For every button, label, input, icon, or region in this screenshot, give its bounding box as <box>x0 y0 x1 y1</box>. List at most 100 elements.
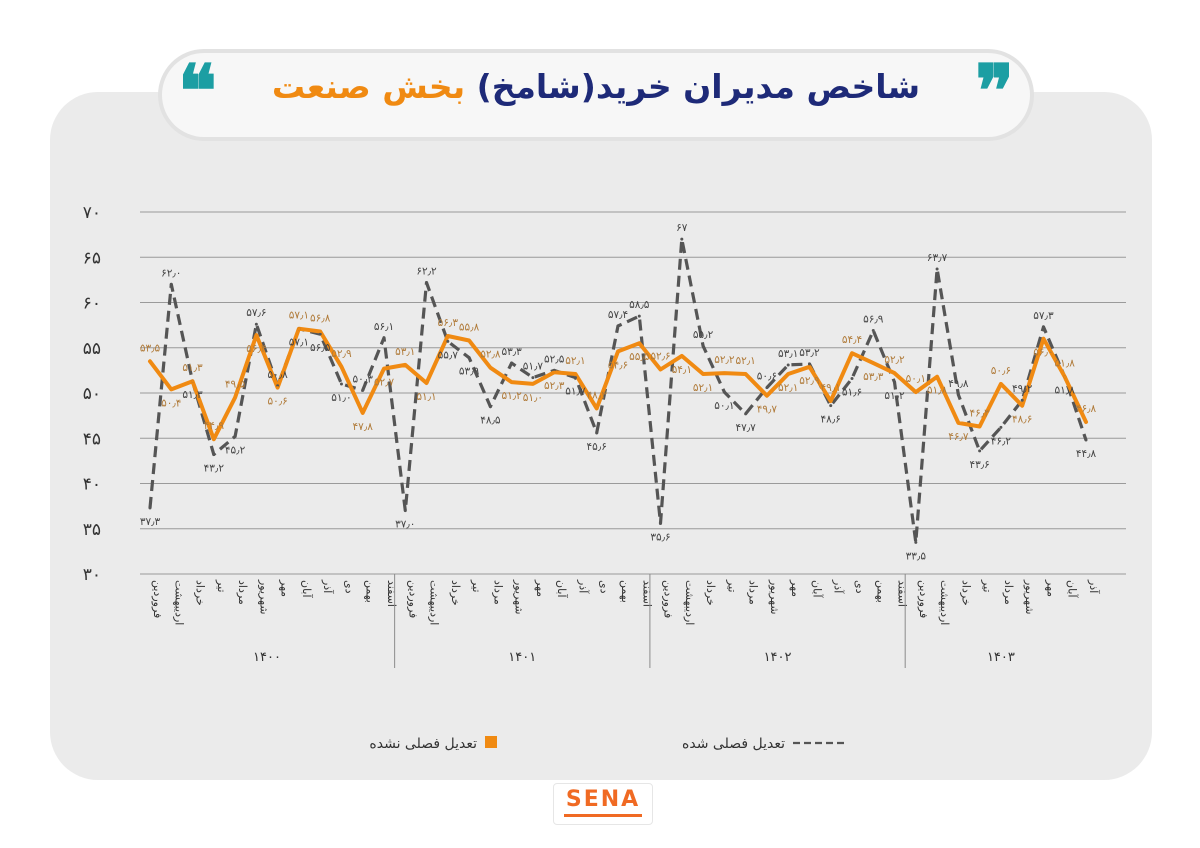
x-tick-label: تیر <box>215 579 228 592</box>
data-label-seasonally-adjusted: ۴۸٫۶ <box>821 414 841 426</box>
data-label-seasonally-adjusted: ۶۳٫۷ <box>927 252 948 264</box>
data-point-seasonally-adjusted <box>744 412 748 416</box>
data-point-seasonally-adjusted <box>212 453 216 457</box>
data-point-seasonally-adjusted <box>659 521 663 525</box>
data-label-seasonally-adjusted: ۵۷٫۳ <box>1033 310 1054 322</box>
data-point-seasonally-adjusted <box>701 344 705 348</box>
data-point-not-seasonally-adjusted <box>382 367 386 371</box>
x-tick-label: تیر <box>470 579 483 592</box>
x-tick-label: اردیبهشت <box>428 580 441 625</box>
data-point-seasonally-adjusted <box>382 336 386 340</box>
data-point-not-seasonally-adjusted <box>148 359 152 363</box>
data-point-not-seasonally-adjusted <box>467 339 471 343</box>
x-tick-label: اردیبهشت <box>172 580 185 625</box>
data-point-not-seasonally-adjusted <box>893 371 897 375</box>
data-label-seasonally-adjusted: ۵۱٫۶ <box>842 387 862 399</box>
x-tick-label: اسفند <box>640 580 653 607</box>
data-point-seasonally-adjusted <box>680 237 684 241</box>
x-tick-label: مرداد <box>236 580 249 605</box>
data-label-seasonally-adjusted: ۵۳٫۱ <box>778 348 798 360</box>
data-point-seasonally-adjusted <box>488 405 492 409</box>
data-point-seasonally-adjusted <box>425 281 429 285</box>
x-tick-label: فروردین <box>662 580 675 618</box>
data-label-not-seasonally-adjusted: ۵۱٫۰ <box>523 392 543 404</box>
data-point-not-seasonally-adjusted <box>297 327 301 331</box>
data-point-not-seasonally-adjusted <box>871 361 875 365</box>
data-label-not-seasonally-adjusted: ۴۴٫۹ <box>204 420 225 432</box>
data-point-not-seasonally-adjusted <box>446 334 450 338</box>
data-point-not-seasonally-adjusted <box>339 365 343 369</box>
data-label-seasonally-adjusted: ۵۱٫۸ <box>1055 385 1076 397</box>
data-point-not-seasonally-adjusted <box>318 329 322 333</box>
sena-logo: SENA <box>553 783 653 825</box>
legend-label-not-seasonally-adjusted: تعدیل فصلی نشده <box>369 736 477 752</box>
data-label-not-seasonally-adjusted: ۴۶٫۷ <box>948 431 969 443</box>
x-tick-label: دی <box>342 580 355 594</box>
data-point-seasonally-adjusted <box>637 314 641 318</box>
data-point-seasonally-adjusted <box>765 386 769 390</box>
x-tick-label: فروردین <box>151 580 164 618</box>
x-tick-label: مهر <box>1044 579 1057 597</box>
y-tick-label: ۳۵ <box>83 520 101 540</box>
x-tick-label: آبان <box>810 580 824 598</box>
data-label-seasonally-adjusted: ۳۷٫۳ <box>140 516 161 528</box>
data-label-seasonally-adjusted: ۴۵٫۲ <box>225 444 246 456</box>
data-label-not-seasonally-adjusted: ۵۱٫۲ <box>501 390 522 402</box>
data-point-seasonally-adjusted <box>829 404 833 408</box>
x-tick-label: آبان <box>1066 580 1080 598</box>
data-point-not-seasonally-adjusted <box>829 399 833 403</box>
x-tick-label: آذر <box>832 579 846 594</box>
data-label-seasonally-adjusted: ۴۵٫۶ <box>587 441 607 453</box>
data-point-not-seasonally-adjusted <box>1084 420 1088 424</box>
year-group-label: ۱۴۰۰ <box>253 650 281 665</box>
data-point-not-seasonally-adjusted <box>935 375 939 379</box>
data-label-seasonally-adjusted: ۵۱٫۷ <box>565 386 586 398</box>
x-tick-label: خرداد <box>194 580 207 606</box>
data-point-seasonally-adjusted <box>531 376 535 380</box>
x-tick-label: مرداد <box>747 580 760 605</box>
data-label-seasonally-adjusted: ۴۷٫۷ <box>735 422 756 434</box>
data-label-seasonally-adjusted: ۵۵٫۲ <box>693 329 714 341</box>
data-point-seasonally-adjusted <box>169 282 173 286</box>
data-label-seasonally-adjusted: ۵۲٫۵ <box>544 353 565 365</box>
data-label-not-seasonally-adjusted: ۵۳٫۳ <box>863 371 884 383</box>
chart-title: شاخص مدیران خرید(شامخ) بخش صنعت <box>162 67 1030 106</box>
title-banner: ❞ شاخص مدیران خرید(شامخ) بخش صنعت ❝ <box>162 53 1030 137</box>
x-tick-label: شهریور <box>768 579 781 614</box>
data-point-not-seasonally-adjusted <box>807 365 811 369</box>
data-point-not-seasonally-adjusted <box>956 421 960 425</box>
legend-swatch-solid <box>485 736 497 748</box>
data-label-seasonally-adjusted: ۵۳٫۹ <box>459 366 480 378</box>
data-point-not-seasonally-adjusted <box>786 372 790 376</box>
data-point-not-seasonally-adjusted <box>744 372 748 376</box>
y-tick-label: ۴۰ <box>83 475 101 495</box>
x-tick-label: شهریور <box>257 579 270 614</box>
x-tick-label: مرداد <box>1002 580 1015 605</box>
data-label-not-seasonally-adjusted: ۵۳٫۵ <box>140 342 161 354</box>
data-label-seasonally-adjusted: ۵۷٫۶ <box>246 307 266 319</box>
data-label-seasonally-adjusted: ۵۶٫۱ <box>374 321 394 333</box>
data-label-not-seasonally-adjusted: ۵۰٫۴ <box>161 397 181 409</box>
data-point-not-seasonally-adjusted <box>552 370 556 374</box>
data-label-not-seasonally-adjusted: ۴۸٫۳ <box>587 389 608 401</box>
data-point-not-seasonally-adjusted <box>573 372 577 376</box>
data-point-seasonally-adjusted <box>573 376 577 380</box>
data-label-seasonally-adjusted: ۵۶٫۵ <box>310 342 331 354</box>
data-label-seasonally-adjusted: ۴۸٫۵ <box>480 415 501 427</box>
data-label-not-seasonally-adjusted: ۴۸٫۶ <box>1012 414 1032 426</box>
data-label-seasonally-adjusted: ۴۹٫۲ <box>1012 383 1033 395</box>
data-point-not-seasonally-adjusted <box>361 411 365 415</box>
data-point-not-seasonally-adjusted <box>999 382 1003 386</box>
data-label-not-seasonally-adjusted: ۵۶٫۰ <box>1033 347 1053 359</box>
data-point-seasonally-adjusted <box>914 540 918 544</box>
data-point-not-seasonally-adjusted <box>254 333 258 337</box>
y-tick-label: ۳۰ <box>83 565 101 585</box>
x-tick-label: اردیبهشت <box>683 580 696 625</box>
data-label-seasonally-adjusted: ۵۳٫۲ <box>799 347 820 359</box>
data-label-not-seasonally-adjusted: ۵۲٫۱ <box>735 355 755 367</box>
data-label-not-seasonally-adjusted: ۴۶٫۳ <box>969 407 990 419</box>
data-point-seasonally-adjusted <box>446 339 450 343</box>
quote-open-icon: ❞ <box>975 48 1014 133</box>
data-label-not-seasonally-adjusted: ۵۷٫۱ <box>289 310 309 322</box>
